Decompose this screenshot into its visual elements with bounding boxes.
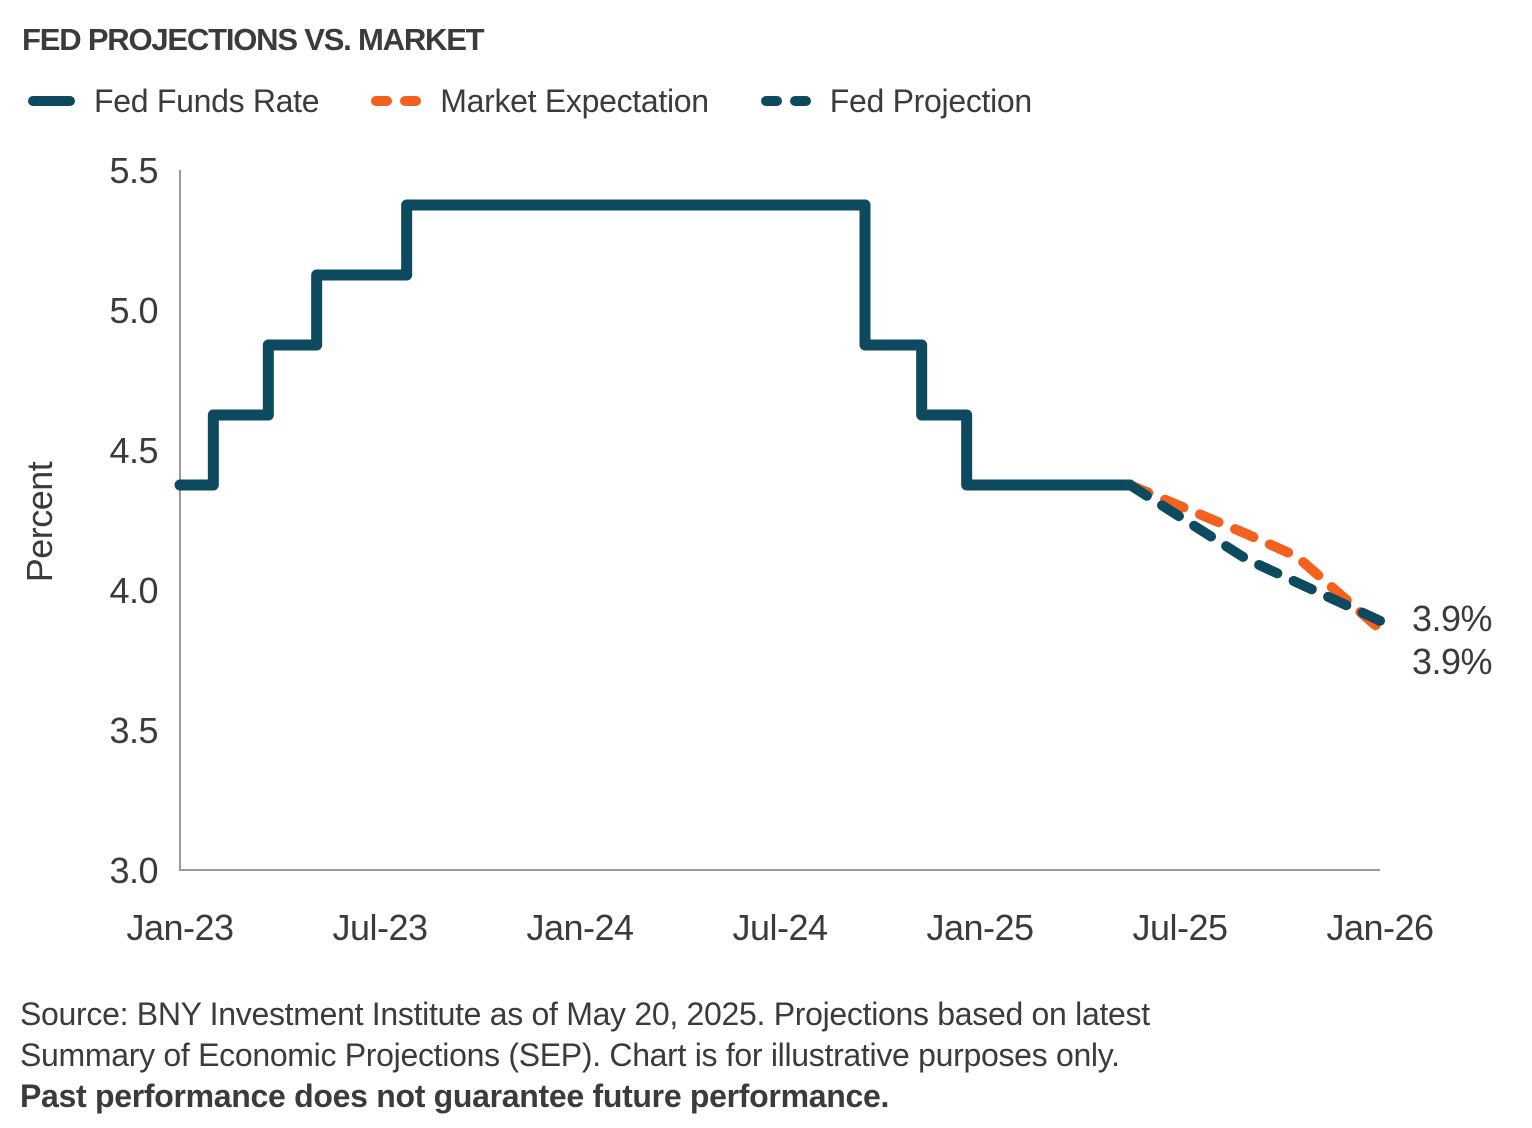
market-expectation-line	[1125, 480, 1385, 635]
fed-funds-rate-line	[174, 199, 1136, 491]
y-tick-label: 5.5	[109, 150, 158, 191]
end-value-label: 3.9%	[1412, 598, 1492, 639]
source-line-1: Source: BNY Investment Institute as of M…	[20, 996, 1150, 1032]
fed-funds-rate-swatch	[28, 96, 75, 106]
y-tick-label: 4.5	[109, 430, 158, 471]
chart-svg: Percent 5.55.04.54.03.53.0 Jan-23 Jul-23 J…	[19, 150, 1493, 948]
y-tick-labels: 5.5 5.0 4.5 4.0 3.5 3.0	[109, 150, 158, 891]
fed-projection-line	[1125, 480, 1385, 626]
x-tick-label: Jan-26	[1326, 907, 1433, 948]
y-tick-label: 3.0	[109, 850, 158, 891]
legend-label-market-expectation: Market Expectation	[440, 82, 709, 119]
source-note: Source: BNY Investment Institute as of M…	[20, 994, 1150, 1117]
x-tick-label: Jul-24	[732, 907, 827, 948]
legend-label-fed-funds-rate: Fed Funds Rate	[94, 82, 320, 119]
legend: Fed Funds Rate Market Expectation Fed Pr…	[28, 82, 1084, 120]
x-tick-label: Jan-25	[926, 907, 1033, 948]
x-tick-label: Jan-24	[526, 907, 633, 948]
chart-title: FED PROJECTIONS VS. MARKET	[22, 22, 485, 57]
x-tick-label: Jan-23	[126, 907, 233, 948]
end-labels: 3.9%3.9%	[1412, 598, 1493, 682]
x-tick-labels: Jan-23 Jul-23 Jan-24 Jul-24 Jan-25 Jul-25 Jan-…	[126, 907, 1434, 948]
legend-item-fed-projection: Fed Projection	[760, 82, 1032, 120]
x-tick-label: Jul-23	[332, 907, 427, 948]
legend-item-fed-funds-rate: Fed Funds Rate	[28, 82, 320, 120]
legend-item-market-expectation: Market Expectation	[371, 83, 709, 120]
end-value-label: 3.9%	[1412, 641, 1492, 682]
legend-label-fed-projection: Fed Projection	[829, 82, 1032, 119]
y-tick-label: 4.0	[109, 570, 158, 611]
y-axis-title: Percent	[19, 461, 60, 582]
y-tick-label: 3.5	[109, 710, 158, 751]
market-expectation-swatch	[371, 96, 422, 106]
y-tick-label: 5.0	[109, 290, 158, 331]
source-line-2: Summary of Economic Projections (SEP). C…	[20, 1037, 1120, 1073]
x-tick-label: Jul-25	[1132, 907, 1227, 948]
fed-projection-swatch	[760, 96, 811, 106]
source-line-3: Past performance does not guarantee futu…	[20, 1078, 890, 1114]
